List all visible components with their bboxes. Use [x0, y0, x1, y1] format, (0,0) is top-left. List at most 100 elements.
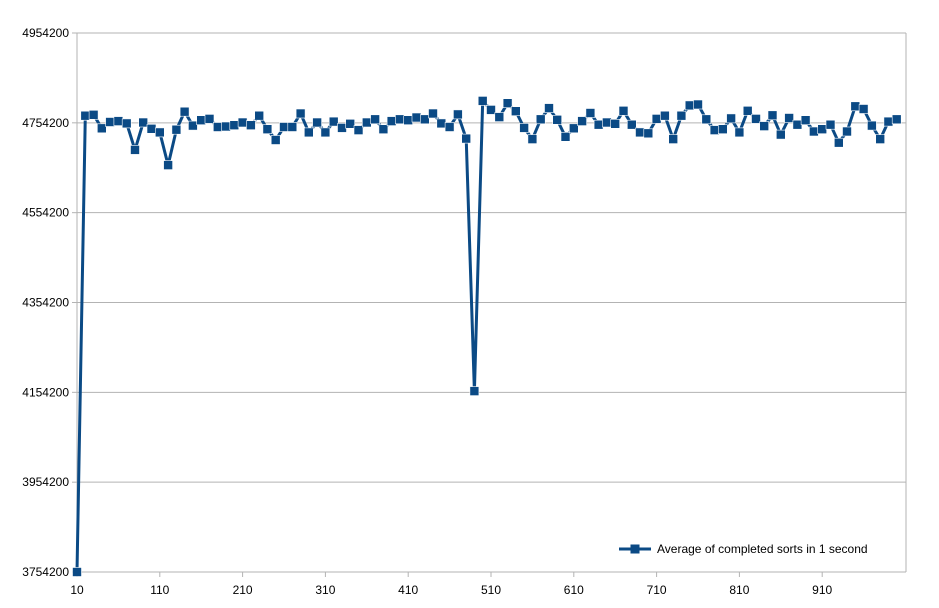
data-point	[130, 145, 140, 155]
data-point	[875, 134, 886, 144]
data-point	[676, 110, 687, 121]
data-point	[883, 116, 894, 127]
data-point	[817, 124, 828, 134]
data-point	[486, 105, 496, 115]
data-point	[519, 123, 529, 133]
data-point	[726, 113, 736, 124]
data-point	[510, 106, 521, 116]
data-point	[229, 120, 240, 130]
data-point	[651, 114, 662, 124]
data-point	[279, 122, 289, 132]
data-point	[72, 567, 82, 577]
data-point	[378, 124, 389, 134]
data-point	[345, 119, 356, 129]
data-point	[477, 96, 488, 106]
data-point	[113, 116, 124, 126]
data-point	[626, 119, 637, 130]
data-point	[469, 386, 480, 396]
data-point	[88, 110, 99, 120]
y-tick-label: 3954200	[22, 475, 69, 489]
data-point	[867, 120, 877, 131]
data-point	[850, 101, 861, 112]
data-point	[502, 98, 513, 108]
data-point	[643, 128, 654, 139]
data-point	[163, 160, 173, 170]
data-point	[320, 127, 331, 138]
data-point	[411, 112, 422, 123]
data-point	[660, 110, 670, 121]
data-point	[775, 129, 786, 140]
data-point	[254, 110, 264, 121]
data-point	[593, 119, 604, 130]
data-point	[146, 124, 157, 134]
data-point	[428, 108, 438, 119]
data-point	[461, 133, 472, 144]
data-point	[419, 114, 430, 125]
data-point	[742, 106, 753, 116]
data-point	[204, 114, 215, 124]
data-point	[303, 127, 314, 138]
x-tick-label: 110	[150, 583, 169, 597]
data-point	[833, 137, 844, 148]
data-point	[328, 116, 339, 127]
data-point	[568, 123, 579, 134]
data-point	[121, 118, 132, 129]
y-tick-label: 4554200	[22, 206, 69, 220]
data-point	[709, 125, 720, 135]
x-tick-label: 10	[70, 583, 84, 597]
data-point	[361, 117, 372, 128]
legend-marker-swatch	[630, 544, 640, 554]
data-point	[668, 134, 679, 144]
data-point	[842, 126, 852, 137]
data-point	[403, 115, 414, 125]
x-tick-label: 710	[647, 583, 667, 597]
y-tick-label: 4154200	[22, 385, 69, 399]
x-tick-label: 210	[233, 583, 253, 597]
data-point	[585, 108, 596, 118]
data-point	[759, 121, 770, 131]
data-point	[544, 103, 554, 113]
data-point	[560, 132, 571, 142]
series-line	[75, 99, 898, 573]
data-point	[295, 108, 306, 119]
data-point	[97, 123, 107, 134]
x-tick-label: 310	[315, 583, 335, 597]
data-point	[386, 116, 397, 126]
data-point	[784, 113, 794, 123]
data-point	[494, 112, 505, 122]
data-point	[453, 109, 463, 120]
data-point	[891, 114, 902, 125]
data-point	[270, 135, 281, 145]
x-tick-label: 810	[729, 583, 749, 597]
data-point	[196, 115, 206, 125]
data-point	[436, 118, 447, 129]
data-point	[188, 120, 198, 131]
data-point	[353, 125, 364, 135]
data-point	[138, 117, 148, 128]
y-tick-label: 4954200	[22, 26, 69, 40]
data-point	[767, 110, 778, 121]
data-point	[693, 99, 703, 110]
x-tick-label: 410	[398, 583, 418, 597]
data-point	[751, 114, 761, 124]
data-point	[444, 122, 455, 132]
legend: Average of completed sorts in 1 second	[619, 542, 868, 556]
y-tick-label: 3754200	[22, 565, 69, 579]
data-point	[370, 114, 380, 125]
data-point	[635, 127, 645, 138]
series-layer	[72, 96, 902, 577]
gridlines	[77, 32, 906, 483]
data-point	[155, 127, 165, 138]
data-point	[684, 100, 695, 111]
data-point	[800, 115, 811, 125]
y-tick-label: 4354200	[22, 296, 69, 310]
data-point	[213, 122, 223, 132]
data-point	[171, 124, 182, 135]
data-point	[535, 114, 546, 125]
y-axis-ticks: 4954200 4754200 4554200 4354200 4154200 39542…	[22, 26, 69, 579]
legend-label: Average of completed sorts in 1 second	[657, 542, 868, 556]
data-point	[287, 122, 298, 132]
data-point	[610, 119, 621, 129]
